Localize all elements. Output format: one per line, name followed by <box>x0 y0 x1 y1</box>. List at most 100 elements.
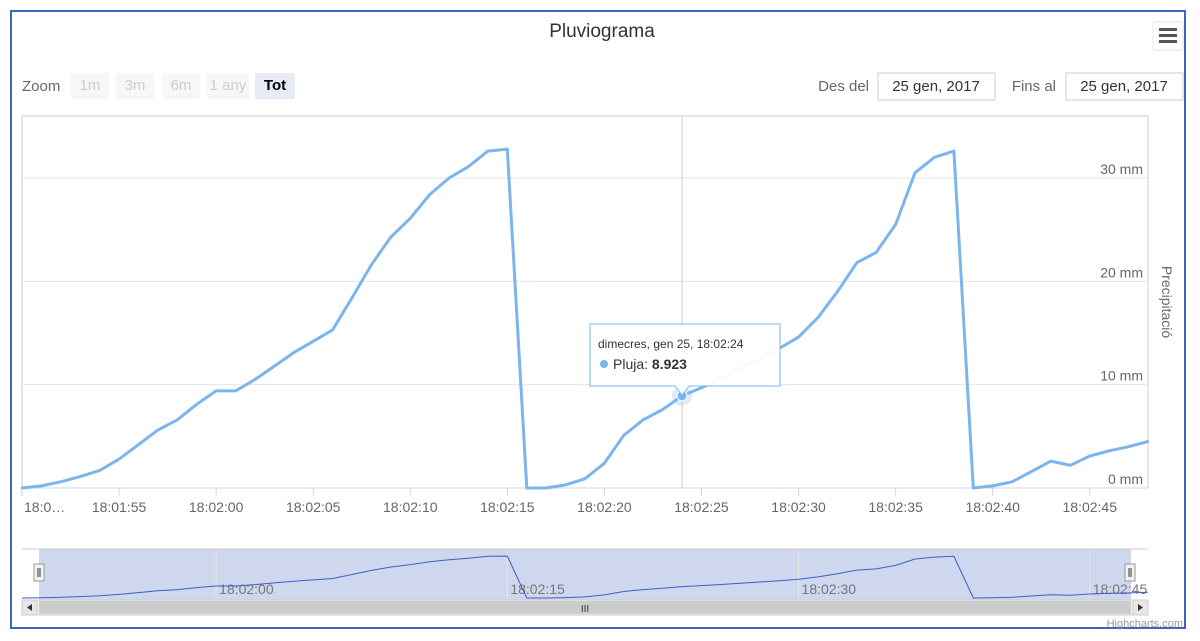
series-point <box>59 480 62 483</box>
x-tick-label: 18:0… <box>24 499 65 515</box>
y-tick-label: 30 mm <box>1100 161 1143 177</box>
y-axis-ticks: 0 mm 10 mm 20 mm 30 mm <box>1100 161 1143 487</box>
series-point <box>1010 480 1014 483</box>
series-point <box>214 389 218 393</box>
chart-title: Pluviograma <box>549 21 655 42</box>
zoom-button-label: Tot <box>264 77 286 94</box>
series-point <box>991 484 994 488</box>
tooltip-series-line: Pluja: 8.923 <box>613 356 687 372</box>
scrollbar[interactable]: III <box>21 599 1149 616</box>
navigator-series-line <box>21 555 1149 599</box>
tooltip-colon: : <box>644 356 652 372</box>
x-tick-label: 18:02:45 <box>1063 499 1118 515</box>
series-point <box>506 147 509 151</box>
navigator-selected-range <box>39 549 1131 600</box>
hamburger-menu-icon[interactable] <box>1152 21 1184 51</box>
x-tick-label: 18:02:25 <box>674 499 729 515</box>
series-point <box>156 428 160 432</box>
x-tick-label: 18:02:00 <box>189 499 244 515</box>
series-point <box>234 389 237 393</box>
series-point <box>700 386 703 389</box>
y-tick-label: 0 mm <box>1108 471 1143 487</box>
series-point <box>797 335 800 339</box>
tooltip-header: dimecres, gen 25, 18:02:24 <box>598 337 744 351</box>
y-tick-label: 20 mm <box>1100 264 1143 280</box>
series-point <box>176 418 179 421</box>
tooltip: dimecres, gen 25, 18:02:24 Pluja: 8.923 <box>589 323 781 396</box>
scrollbar-thumb[interactable] <box>39 601 1131 614</box>
series-point <box>642 418 645 421</box>
to-date-input[interactable]: 25 gen, 2017 <box>1065 72 1184 101</box>
series-point <box>467 165 470 168</box>
zoom-label: Zoom <box>22 78 60 95</box>
series-point <box>428 193 431 196</box>
series-point <box>1049 459 1053 463</box>
navigator-tick-label: 18:02:30 <box>802 581 857 597</box>
series-point <box>20 486 24 490</box>
series-point <box>603 462 606 465</box>
to-date-label: Fins al <box>1012 78 1056 95</box>
tooltip-value: 8.923 <box>652 356 687 372</box>
x-tick-label: 18:02:15 <box>480 499 535 515</box>
series-point <box>1108 449 1111 452</box>
to-date-value: 25 gen, 2017 <box>1080 78 1168 95</box>
tooltip-box <box>589 323 781 396</box>
zoom-button-label: 1m <box>80 77 101 94</box>
series-point <box>486 149 490 153</box>
zoom-button-6m[interactable]: 6m <box>162 73 200 99</box>
scrollbar-grip-icon: III <box>581 604 589 615</box>
series-point <box>894 223 897 226</box>
series-point <box>292 351 295 354</box>
navigator-handle-right[interactable] <box>1124 563 1136 582</box>
x-tick-label: 18:02:05 <box>286 499 341 515</box>
series-points <box>20 147 1150 490</box>
series-point <box>273 364 276 368</box>
chart-frame: Pluviograma Zoom 1m 3m 6m 1 any Tot Des … <box>10 10 1186 630</box>
series-point <box>409 217 412 220</box>
from-date-input[interactable]: 25 gen, 2017 <box>877 72 996 101</box>
zoom-button-3m[interactable]: 3m <box>116 73 154 99</box>
series-point <box>1146 440 1150 443</box>
navigator-handle-left[interactable] <box>33 563 45 582</box>
navigator[interactable]: 18:02:00 18:02:15 18:02:30 18:02:45 <box>21 548 1149 600</box>
zoom-button-label: 3m <box>125 77 146 94</box>
series-point <box>117 457 121 461</box>
x-tick-label: 18:02:35 <box>868 499 923 515</box>
series-point <box>545 486 548 490</box>
series-point <box>1127 445 1130 448</box>
x-tick-label: 18:01:55 <box>92 499 147 515</box>
zoom-button-1m[interactable]: 1m <box>71 73 109 99</box>
series-point <box>331 328 334 332</box>
credits-link[interactable]: Highcharts.com <box>1107 618 1183 630</box>
zoom-button-1-any[interactable]: 1 any <box>207 73 249 99</box>
series-point <box>972 486 975 490</box>
x-tick-label: 18:02:40 <box>965 499 1020 515</box>
zoom-button-label: 1 any <box>210 77 247 94</box>
tooltip-series-name: Pluja <box>613 356 644 372</box>
series-point <box>525 486 528 490</box>
series-point <box>370 263 373 266</box>
scroll-left-icon <box>27 604 32 611</box>
series-point <box>952 149 956 153</box>
series-point <box>816 316 820 319</box>
chart-svg: Pluviograma Zoom 1m 3m 6m 1 any Tot Des … <box>20 21 1184 630</box>
plot-area <box>21 115 1149 489</box>
series-point <box>253 378 257 381</box>
series-point <box>583 477 587 480</box>
series-point <box>933 156 936 159</box>
from-date-value: 25 gen, 2017 <box>892 78 980 95</box>
x-axis-ticks: 18:0… 18:01:55 18:02:00 18:02:05 18:02:10 18:… <box>21 488 1118 515</box>
series-point <box>875 251 878 254</box>
series-point <box>661 408 664 411</box>
series-point <box>1088 454 1092 458</box>
x-tick-label: 18:02:10 <box>383 499 438 515</box>
zoom-button-tot[interactable]: Tot <box>255 73 295 99</box>
y-axis-title: Precipitació <box>1159 266 1175 339</box>
y-tick-label: 10 mm <box>1100 368 1143 384</box>
series-point <box>350 296 354 300</box>
x-tick-label: 18:02:20 <box>577 499 632 515</box>
series-point <box>447 176 451 180</box>
series-point <box>98 469 101 472</box>
zoom-button-label: 6m <box>171 77 192 94</box>
series-point <box>1030 470 1033 473</box>
